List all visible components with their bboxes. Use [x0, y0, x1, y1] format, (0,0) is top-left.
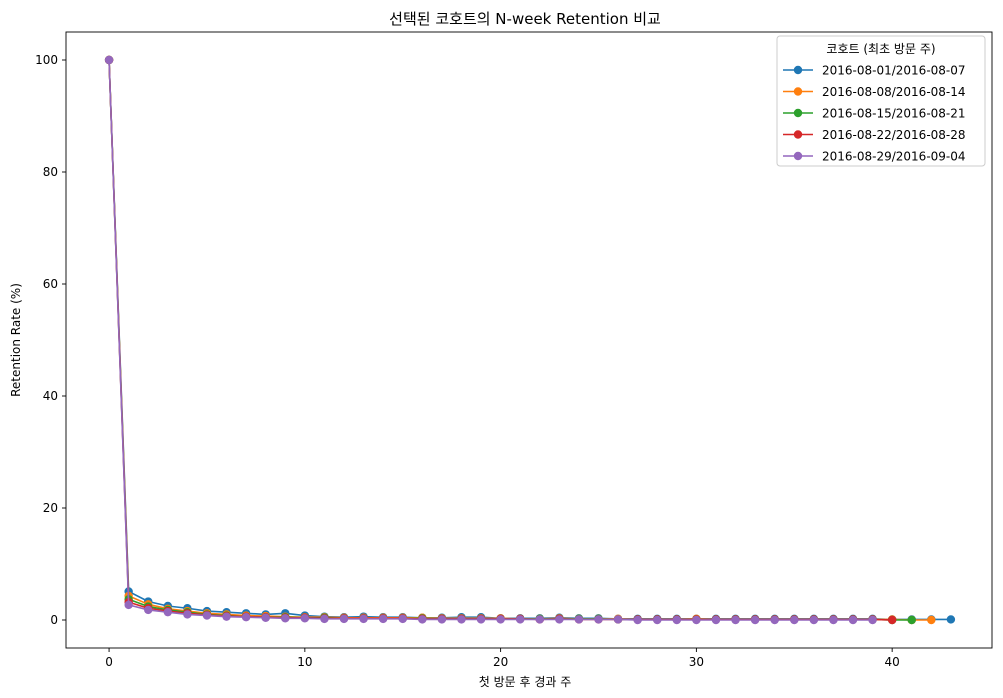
y-tick-label: 100: [35, 53, 58, 67]
legend-title: 코호트 (최초 방문 주): [826, 42, 935, 56]
data-point: [868, 615, 877, 625]
data-point: [633, 615, 642, 625]
y-axis-label: Retention Rate (%): [9, 283, 23, 397]
legend-marker: [793, 130, 803, 139]
y-tick-label: 80: [43, 165, 58, 179]
x-tick-label: 0: [105, 655, 113, 669]
legend-frame: [776, 35, 986, 167]
legend-entry: 2016-08-08/2016-08-14: [783, 85, 966, 99]
data-point: [398, 614, 407, 624]
data-point: [809, 615, 819, 625]
legend: 코호트 (최초 방문 주) 2016-08-01/2016-08-072016-…: [776, 35, 986, 167]
legend-entries: 2016-08-01/2016-08-07 2016-08-08/2016-08-…: [783, 64, 966, 164]
data-point: [535, 615, 544, 624]
legend-label: 2016-08-29/2016-09-04: [822, 150, 966, 164]
y-tick-label: 0: [50, 613, 58, 627]
data-point: [241, 613, 251, 622]
data-point: [378, 614, 388, 624]
legend-marker: [793, 65, 803, 75]
data-point: [927, 615, 936, 625]
y-tick-label: 20: [43, 501, 58, 515]
legend-marker: [793, 108, 803, 118]
legend-label: 2016-08-22/2016-08-28: [822, 128, 966, 142]
data-point: [457, 615, 466, 624]
data-point: [261, 613, 270, 622]
data-point: [144, 605, 153, 615]
data-point: [202, 611, 212, 620]
series-5: [104, 55, 877, 625]
x-tick-label: 40: [885, 655, 900, 669]
data-point: [476, 615, 486, 624]
data-point: [790, 615, 799, 625]
data-point: [222, 612, 231, 621]
legend-label: 2016-08-01/2016-08-07: [822, 64, 966, 78]
data-point: [437, 615, 447, 624]
legend-marker: [793, 151, 803, 161]
data-point: [163, 607, 173, 617]
plot-frame: [65, 31, 993, 649]
data-point: [692, 615, 701, 625]
data-point: [515, 615, 525, 624]
data-point: [320, 614, 329, 624]
data-point: [887, 615, 897, 625]
data-point: [594, 615, 603, 624]
x-axis-ticks: 0 10 20 30 40: [105, 648, 900, 669]
data-point: [731, 615, 740, 625]
plot-area: [104, 55, 956, 625]
data-point: [300, 614, 310, 623]
data-point: [946, 615, 956, 624]
data-point: [750, 615, 760, 625]
legend-label: 2016-08-08/2016-08-14: [822, 85, 966, 99]
legend-marker: [793, 87, 803, 96]
y-tick-label: 60: [43, 277, 58, 291]
data-point: [359, 614, 368, 624]
y-axis-ticks: 0 20 40 60 80 100: [35, 53, 66, 627]
legend-label: 2016-08-15/2016-08-21: [822, 107, 966, 121]
data-point: [496, 615, 505, 624]
y-tick-label: 40: [43, 389, 58, 403]
data-point: [183, 610, 192, 619]
legend-entry: 2016-08-22/2016-08-28: [783, 128, 966, 142]
series-line: [108, 59, 873, 621]
x-axis-label: 첫 방문 후 경과 주: [479, 675, 572, 689]
data-point: [907, 615, 916, 625]
data-point: [555, 615, 564, 624]
legend-entry: 2016-08-29/2016-09-04: [783, 150, 966, 164]
data-point: [848, 615, 858, 625]
data-point: [104, 55, 114, 65]
data-point: [574, 615, 584, 624]
data-point: [711, 615, 721, 625]
data-point: [770, 615, 779, 625]
legend-entry: 2016-08-01/2016-08-07: [783, 64, 966, 78]
data-point: [829, 615, 838, 625]
legend-entry: 2016-08-15/2016-08-21: [783, 107, 966, 121]
x-tick-label: 20: [493, 655, 508, 669]
x-tick-label: 30: [689, 655, 704, 669]
x-tick-label: 10: [297, 655, 312, 669]
data-point: [418, 615, 427, 624]
data-point: [339, 614, 349, 624]
chart-title: 선택된 코호트의 N-week Retention 비교: [389, 10, 661, 28]
data-point: [672, 615, 682, 625]
data-point: [613, 615, 623, 624]
data-point: [281, 614, 290, 623]
data-point: [653, 615, 662, 625]
data-point: [124, 600, 133, 610]
